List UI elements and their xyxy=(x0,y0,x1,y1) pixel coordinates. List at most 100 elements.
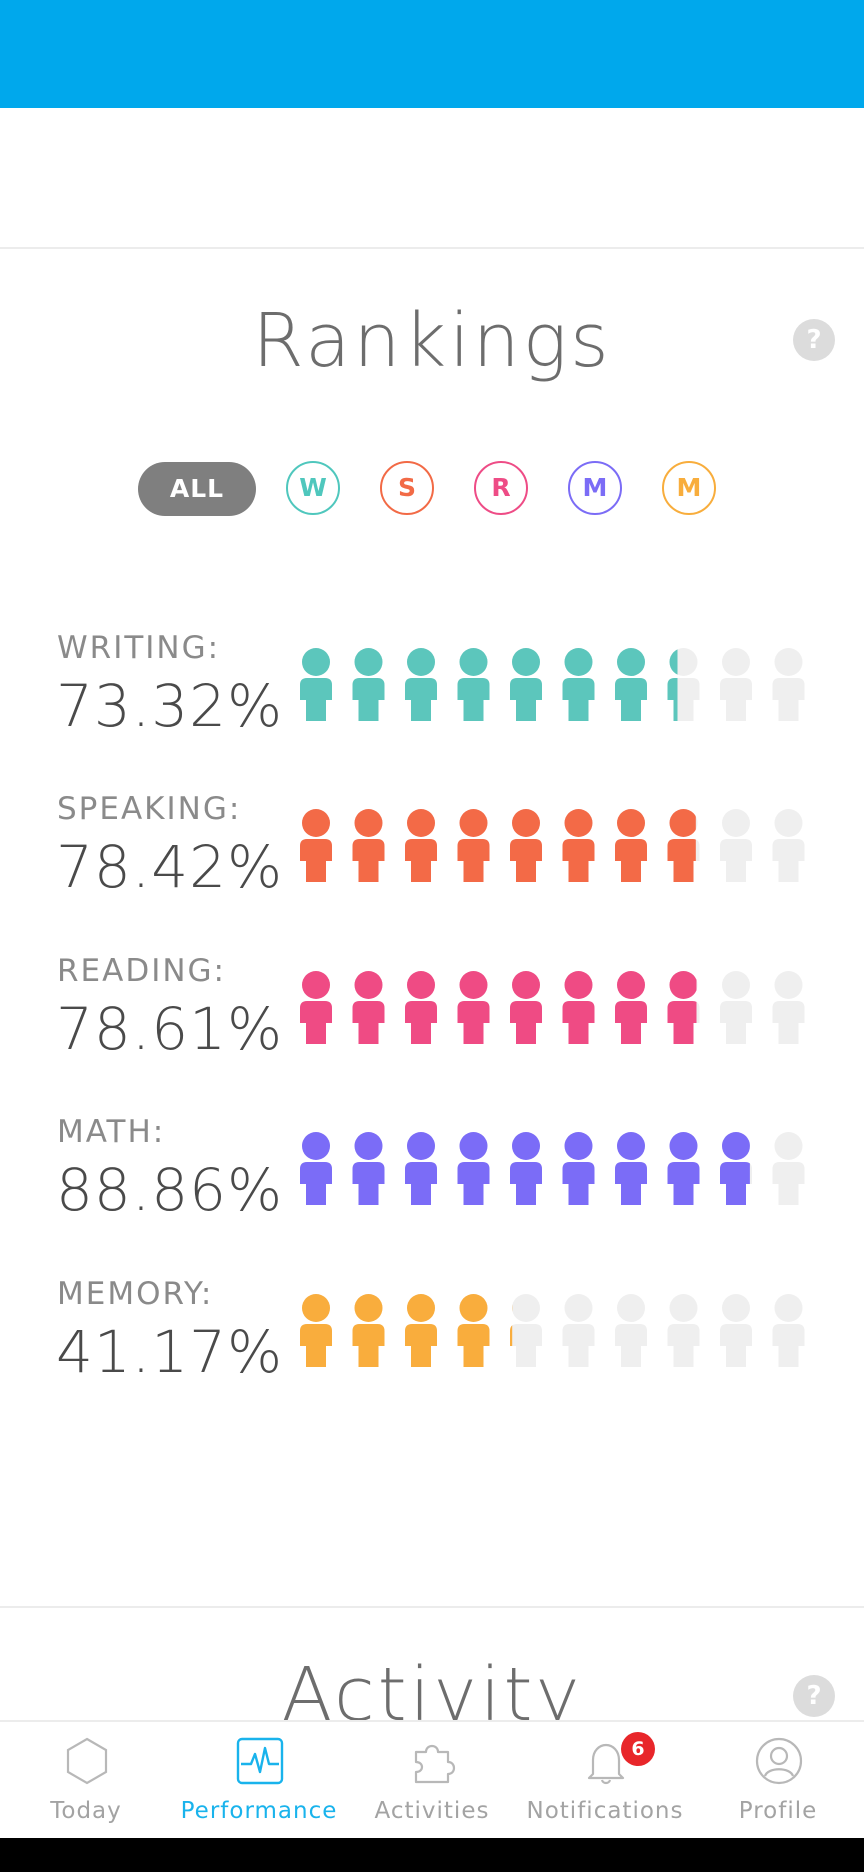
ranking-label: WRITING: xyxy=(57,630,221,666)
person-figure-filled xyxy=(300,971,332,1044)
person-figure-filled xyxy=(615,809,647,882)
tab-label: Performance xyxy=(180,1798,338,1824)
ranking-row-writing: WRITING: 73.32% xyxy=(0,630,864,780)
person-figure-empty xyxy=(772,809,805,882)
person-figure-filled xyxy=(615,971,647,1044)
tab-today[interactable]: Today xyxy=(0,1722,172,1840)
tab-label: Activities xyxy=(374,1798,490,1824)
person-figure-filled xyxy=(615,1132,647,1205)
tab-activities[interactable]: Activities xyxy=(346,1722,518,1840)
person-figure-filled xyxy=(510,971,542,1044)
filter-math-button[interactable]: M xyxy=(568,461,622,515)
puzzle-icon xyxy=(414,1744,456,1784)
person-figure-empty xyxy=(720,809,752,882)
person-figure-filled xyxy=(510,648,542,721)
activity-help-button[interactable]: ? xyxy=(793,1675,835,1717)
person-figure-filled xyxy=(562,809,595,882)
people-meter xyxy=(300,1132,805,1205)
person-figure-filled xyxy=(457,1132,490,1205)
person-figure-empty xyxy=(720,971,752,1044)
divider-top xyxy=(0,247,864,249)
ranking-label: MEMORY: xyxy=(57,1276,214,1312)
filter-memory-button[interactable]: M xyxy=(662,461,716,515)
person-figure-filled xyxy=(457,971,490,1044)
person-figure-filled xyxy=(615,648,647,721)
tab-profile[interactable]: Profile xyxy=(692,1722,864,1840)
person-figure-filled xyxy=(405,1294,437,1367)
filter-writing-button[interactable]: W xyxy=(286,461,340,515)
divider-activity xyxy=(0,1606,864,1608)
rankings-title: Rankings xyxy=(252,298,612,384)
ranking-percent: 78.42% xyxy=(56,833,284,901)
ranking-label: READING: xyxy=(57,953,227,989)
person-figure-filled xyxy=(405,648,437,721)
person-figure-filled xyxy=(300,1132,332,1205)
filter-reading-button[interactable]: R xyxy=(474,461,528,515)
person-figure-filled xyxy=(405,809,437,882)
person-figure-filled xyxy=(510,1305,513,1346)
ranking-label: SPEAKING: xyxy=(57,791,242,827)
ranking-row-speaking: SPEAKING: 78.42% xyxy=(0,791,864,941)
person-figure-filled xyxy=(352,971,385,1044)
person-figure-filled xyxy=(300,648,332,721)
person-figure-filled xyxy=(457,809,490,882)
people-meter xyxy=(300,971,805,1044)
ranking-percent: 73.32% xyxy=(56,672,284,740)
ranking-row-math: MATH: 88.86% xyxy=(0,1114,864,1264)
person-figure-filled xyxy=(457,648,490,721)
tab-label: Today xyxy=(50,1798,122,1824)
person-figure-filled xyxy=(667,649,678,721)
people-meter xyxy=(300,1294,805,1367)
ranking-label: MATH: xyxy=(57,1114,166,1150)
person-figure-empty xyxy=(667,1294,700,1367)
rankings-help-button[interactable]: ? xyxy=(793,319,835,361)
person-icon xyxy=(755,1737,803,1785)
ranking-row-reading: READING: 78.61% xyxy=(0,953,864,1103)
person-figure-filled xyxy=(300,809,332,882)
person-figure-empty xyxy=(615,1294,647,1367)
person-figure-filled xyxy=(510,1132,542,1205)
hexagon-icon xyxy=(66,1737,108,1785)
notification-badge: 6 xyxy=(621,1732,655,1766)
person-figure-empty xyxy=(510,1294,542,1367)
bell-icon xyxy=(587,1743,625,1785)
person-figure-filled xyxy=(352,1132,385,1205)
filter-all-button[interactable]: ALL xyxy=(138,462,256,516)
tab-performance[interactable]: Performance xyxy=(173,1722,345,1840)
tab-label: Notifications xyxy=(526,1798,684,1824)
person-figure-filled xyxy=(352,809,385,882)
top-app-bar xyxy=(0,0,864,108)
people-meter xyxy=(300,648,805,721)
filter-speaking-button[interactable]: S xyxy=(380,461,434,515)
person-figure-filled xyxy=(562,971,595,1044)
person-figure-empty xyxy=(772,1132,805,1205)
person-figure-empty xyxy=(720,648,752,721)
person-figure-filled xyxy=(667,1132,700,1205)
person-figure-empty xyxy=(772,648,805,721)
person-figure-filled xyxy=(667,971,697,1044)
ranking-percent: 41.17% xyxy=(56,1318,284,1386)
ranking-percent: 88.86% xyxy=(56,1156,284,1224)
person-figure-filled xyxy=(405,1132,437,1205)
system-nav-bar xyxy=(0,1838,864,1872)
person-figure-empty xyxy=(772,971,805,1044)
tab-label: Profile xyxy=(738,1798,818,1824)
people-meter xyxy=(300,809,805,882)
bottom-tab-bar: Today Performance Activities 6 Notificat… xyxy=(0,1720,864,1840)
person-figure-filled xyxy=(405,971,437,1044)
person-figure-filled xyxy=(667,809,696,882)
person-figure-filled xyxy=(352,648,385,721)
ranking-percent: 78.61% xyxy=(56,995,284,1063)
ranking-row-memory: MEMORY: 41.17% xyxy=(0,1276,864,1426)
person-figure-filled xyxy=(562,1132,595,1205)
person-figure-filled xyxy=(510,809,542,882)
person-figure-empty xyxy=(772,1294,805,1367)
person-figure-empty xyxy=(720,1294,752,1367)
person-figure-filled xyxy=(720,1132,750,1205)
person-figure-empty xyxy=(562,1294,595,1367)
person-figure-filled xyxy=(300,1294,332,1367)
pulse-icon xyxy=(236,1737,284,1785)
person-figure-filled xyxy=(457,1294,490,1367)
tab-notifications[interactable]: 6 Notifications xyxy=(519,1722,691,1840)
person-figure-filled xyxy=(562,648,595,721)
